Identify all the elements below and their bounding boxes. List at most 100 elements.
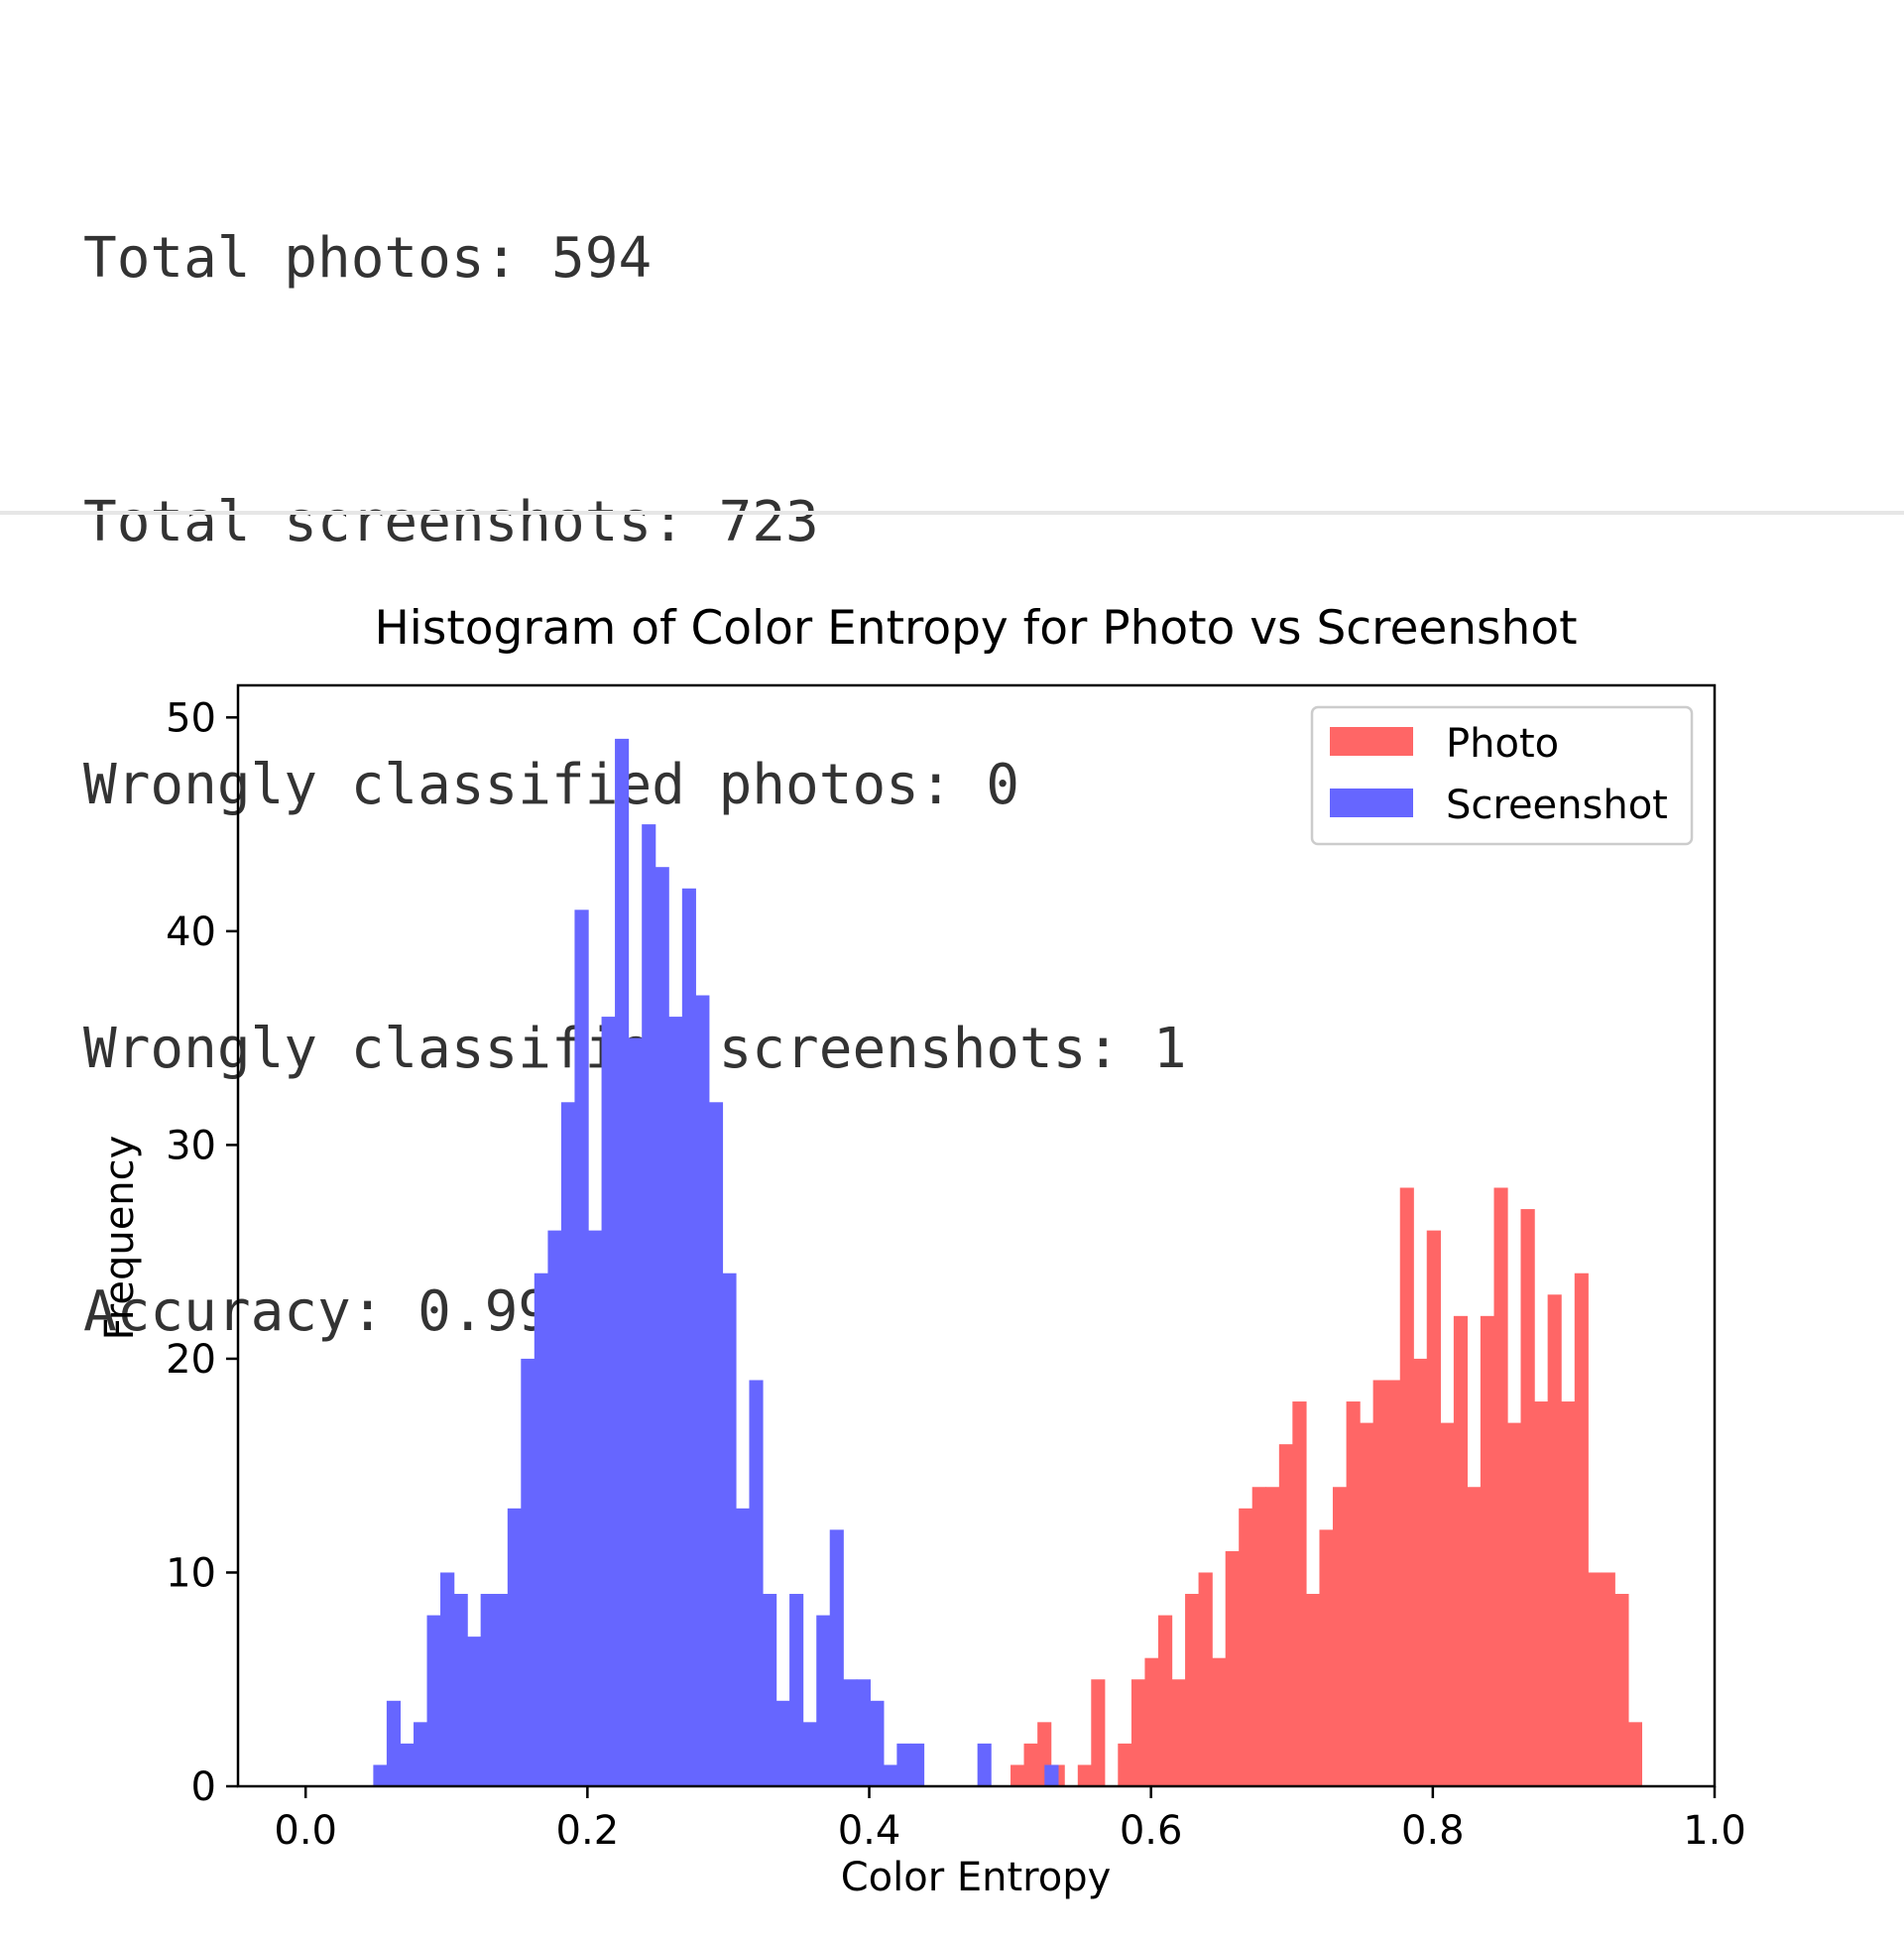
y-tick-label: 40 bbox=[166, 910, 216, 955]
screenshot-bar bbox=[588, 1230, 603, 1786]
screenshot-bar bbox=[400, 1743, 415, 1786]
screenshot-bar bbox=[560, 1102, 576, 1786]
photo-bar bbox=[1198, 1572, 1213, 1786]
photo-bar bbox=[1292, 1401, 1307, 1786]
photo-bar bbox=[1561, 1401, 1576, 1786]
photo-bar bbox=[1130, 1679, 1146, 1786]
screenshot-bar bbox=[762, 1594, 777, 1786]
x-tick-label: 0.8 bbox=[1401, 1808, 1465, 1854]
screenshot-bar bbox=[735, 1508, 751, 1786]
screenshot-bar bbox=[494, 1594, 509, 1786]
output-line-total-screenshots: Total screenshots: 723 bbox=[83, 489, 819, 554]
photo-bar bbox=[1171, 1679, 1186, 1786]
histogram-chart: Histogram of Color Entropy for Photo vs … bbox=[97, 601, 1746, 1900]
screenshot-bar bbox=[870, 1700, 885, 1786]
photo-bar bbox=[1157, 1615, 1173, 1786]
series-photo bbox=[1011, 1187, 1642, 1786]
screenshot-bar bbox=[775, 1700, 790, 1786]
output-line-total-photos: Total photos: 594 bbox=[83, 226, 653, 291]
photo-bar bbox=[1601, 1572, 1615, 1786]
photo-bar bbox=[1319, 1529, 1334, 1786]
series-screenshot bbox=[373, 738, 1059, 1786]
screenshot-bar bbox=[668, 1017, 683, 1786]
chart-title: Histogram of Color Entropy for Photo vs … bbox=[374, 601, 1577, 656]
screenshot-bar bbox=[681, 888, 696, 1786]
photo-bar bbox=[1360, 1422, 1374, 1786]
screenshot-bar bbox=[977, 1743, 992, 1786]
photo-bar bbox=[1023, 1743, 1038, 1786]
screenshot-bar bbox=[816, 1615, 831, 1786]
screenshot-bar bbox=[480, 1594, 495, 1786]
y-tick-label: 30 bbox=[166, 1123, 216, 1168]
photo-bar bbox=[1440, 1422, 1455, 1786]
x-tick-label: 1.0 bbox=[1683, 1808, 1746, 1854]
photo-bar bbox=[1118, 1743, 1132, 1786]
screenshot-bar bbox=[749, 1380, 764, 1786]
screenshot-bar bbox=[642, 824, 656, 1786]
photo-bar bbox=[1493, 1187, 1508, 1786]
photo-bar bbox=[1265, 1487, 1280, 1786]
bars-group bbox=[373, 738, 1642, 1786]
photo-bar bbox=[1278, 1444, 1293, 1786]
photo-bar bbox=[1547, 1294, 1562, 1786]
screenshot-bar bbox=[521, 1358, 536, 1786]
screenshot-bar bbox=[695, 995, 710, 1786]
photo-bar bbox=[1507, 1422, 1522, 1786]
legend-label-screenshot: Screenshot bbox=[1446, 783, 1668, 828]
screenshot-bar bbox=[373, 1764, 388, 1786]
screenshot-bar bbox=[1044, 1764, 1059, 1786]
legend-swatch-photo bbox=[1330, 727, 1413, 756]
photo-bar bbox=[1426, 1230, 1441, 1786]
output-line-wrong-photos: Wrongly classified photos: 0 bbox=[83, 753, 1020, 817]
photo-bar bbox=[1399, 1187, 1414, 1786]
x-tick-label: 0.4 bbox=[838, 1808, 901, 1854]
screenshot-bar bbox=[722, 1273, 737, 1786]
screenshot-bar bbox=[440, 1572, 455, 1786]
screenshot-bar bbox=[910, 1743, 925, 1786]
y-tick-label: 10 bbox=[166, 1550, 216, 1596]
photo-bar bbox=[1225, 1550, 1240, 1786]
photo-bar bbox=[1386, 1380, 1401, 1786]
photo-bar bbox=[1453, 1315, 1468, 1786]
x-axis: 0.0 0.2 0.4 0.6 0.8 1.0 bbox=[274, 1786, 1746, 1854]
screenshot-bar bbox=[628, 1037, 643, 1786]
photo-bar bbox=[1534, 1401, 1549, 1786]
screenshot-bar bbox=[802, 1722, 817, 1786]
photo-bar bbox=[1480, 1315, 1495, 1786]
photo-bar bbox=[1305, 1594, 1321, 1786]
photo-bar bbox=[1614, 1594, 1629, 1786]
x-axis-label: Color Entropy bbox=[841, 1855, 1112, 1900]
photo-bar bbox=[1239, 1508, 1253, 1786]
photo-bar bbox=[1011, 1764, 1025, 1786]
legend-label-photo: Photo bbox=[1446, 721, 1559, 767]
legend-swatch-screenshot bbox=[1330, 789, 1413, 817]
x-tick-label: 0.0 bbox=[274, 1808, 337, 1854]
screenshot-bar bbox=[843, 1679, 858, 1786]
photo-bar bbox=[1077, 1764, 1092, 1786]
screenshot-bar bbox=[789, 1594, 804, 1786]
screenshot-bar bbox=[896, 1743, 911, 1786]
output-divider bbox=[0, 511, 1904, 515]
screenshot-bar bbox=[453, 1594, 468, 1786]
photo-bar bbox=[1520, 1209, 1535, 1786]
screenshot-bar bbox=[601, 1017, 616, 1786]
x-tick-label: 0.6 bbox=[1120, 1808, 1183, 1854]
photo-bar bbox=[1574, 1273, 1589, 1786]
screenshot-bar bbox=[856, 1679, 871, 1786]
photo-bar bbox=[1251, 1487, 1266, 1786]
screenshot-bar bbox=[883, 1764, 897, 1786]
photo-bar bbox=[1185, 1594, 1200, 1786]
photo-bar bbox=[1372, 1380, 1387, 1786]
photo-bar bbox=[1091, 1679, 1106, 1786]
photo-bar bbox=[1588, 1572, 1603, 1786]
photo-bar bbox=[1144, 1657, 1159, 1786]
screenshot-bar bbox=[414, 1722, 428, 1786]
y-tick-label: 0 bbox=[191, 1764, 216, 1810]
screenshot-bar bbox=[534, 1273, 549, 1786]
legend: Photo Screenshot bbox=[1310, 705, 1694, 846]
screenshot-bar bbox=[467, 1637, 482, 1786]
cell-output: Total photos: 594 Total screenshots: 723… bbox=[83, 40, 1187, 1444]
screenshot-bar bbox=[574, 910, 589, 1786]
plot-frame bbox=[236, 683, 1717, 1788]
screenshot-bar bbox=[386, 1700, 401, 1786]
